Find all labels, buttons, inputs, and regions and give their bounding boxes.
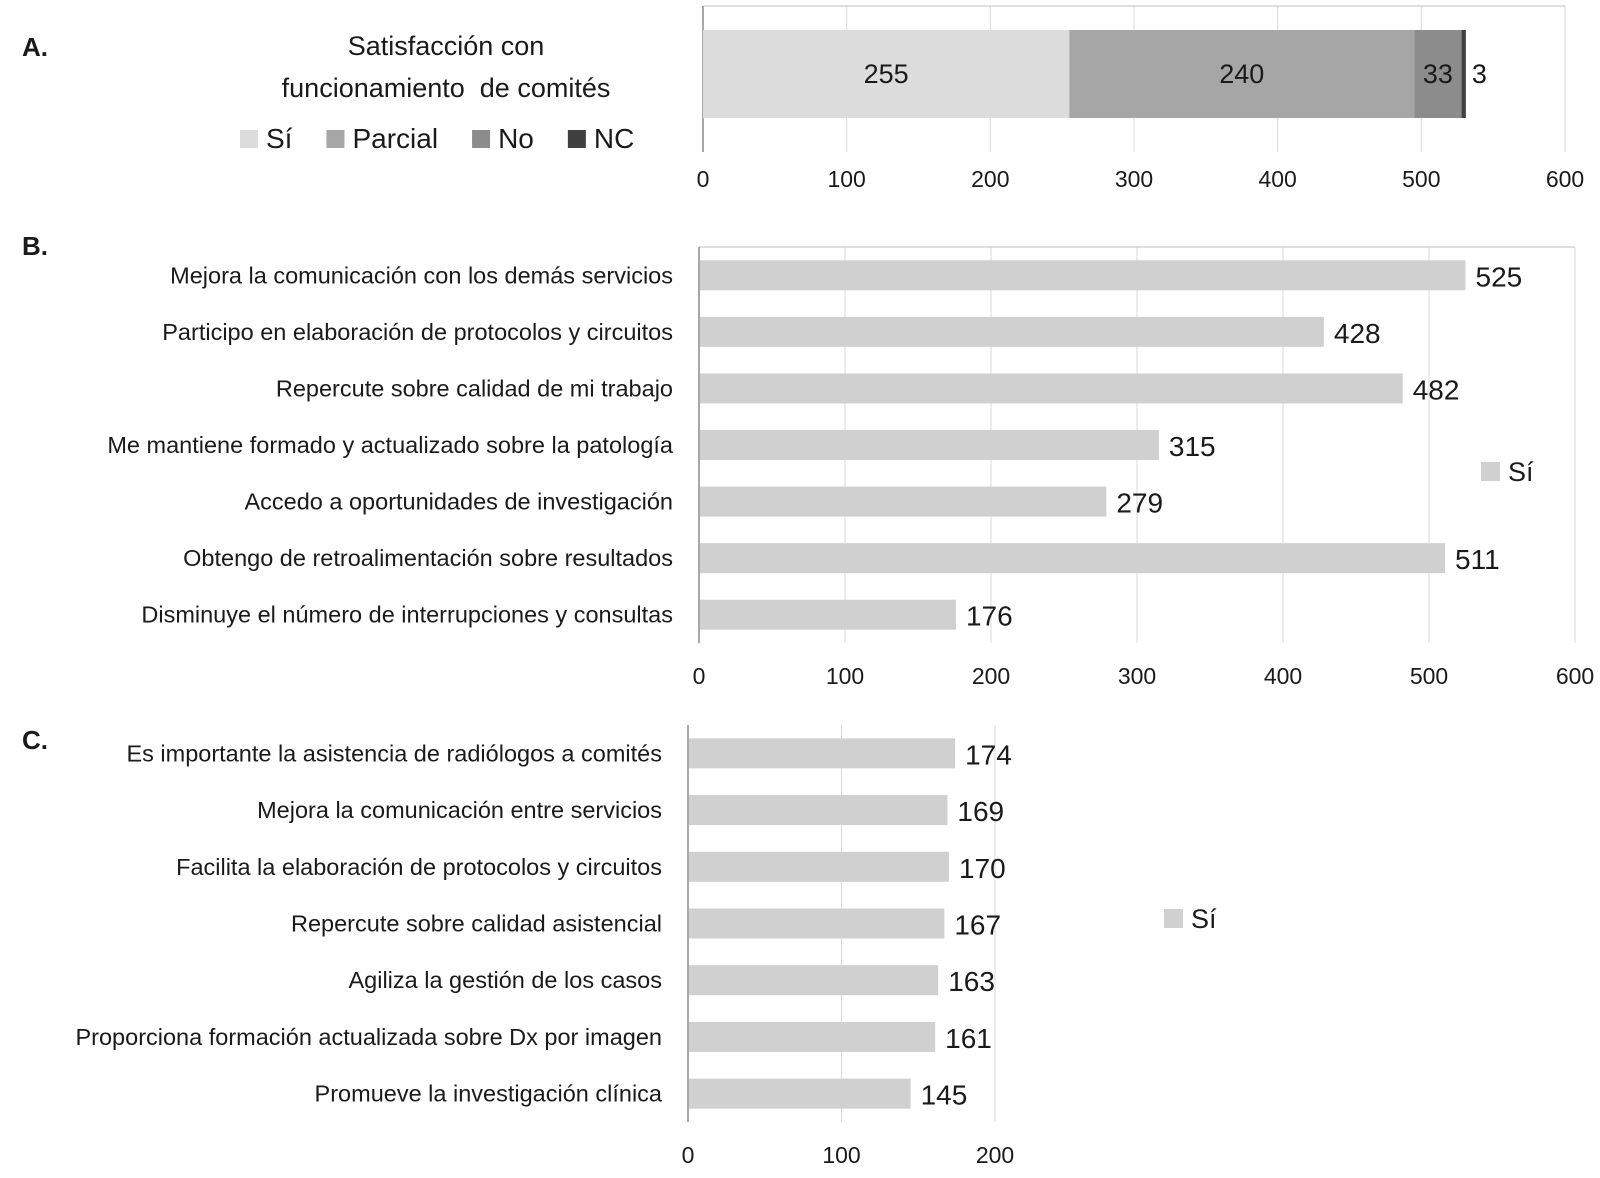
chart-a-legend-swatch [472,130,491,148]
chart-c-data-label: 174 [965,739,1012,770]
chart-a-data-label: 255 [864,59,909,89]
chart-c-bar [689,908,945,939]
chart-c-bar [689,795,948,826]
chart-c-category-label: Agiliza la gestión de los casos [348,967,662,993]
chart-a-data-label: 3 [1472,59,1487,89]
chart-c-bar [689,965,939,996]
chart-b-data-label: 511 [1455,544,1500,575]
chart-c-data-label: 167 [954,910,1001,941]
chart-c-bar [689,851,949,882]
chart-b-bar [700,543,1446,574]
chart-b-bar [700,486,1107,517]
chart-c-category-label: Repercute sobre calidad asistencial [291,911,662,937]
chart-b-bar [700,430,1159,460]
panel-label-b: B. [22,231,48,261]
chart-c-data-label: 145 [921,1080,968,1111]
chart-a-tick-label: 0 [697,166,710,192]
chart-a-title-line-2: funcionamiento de comités [282,73,611,103]
chart-c-bar [689,1021,936,1052]
chart-a-segment-4 [1461,30,1466,118]
chart-b-tick-label: 200 [972,663,1010,689]
chart-b-category-label: Me mantiene formado y actualizado sobre … [107,432,674,458]
chart-b-category-label: Disminuye el número de interrupciones y … [141,602,673,628]
chart-b-category-label: Obtengo de retroalimentación sobre resul… [183,545,673,571]
chart-a-segment-1 [703,30,1070,118]
chart-b-data-label: 428 [1334,318,1381,349]
chart-c-legend-label: Sí [1191,904,1217,934]
chart-a-tick-label: 100 [827,166,865,192]
chart-a-tick-label: 200 [971,166,1009,192]
chart-c-bar [689,738,956,769]
chart-b-legend-label: Sí [1508,457,1534,487]
chart-c-bar [689,1078,911,1109]
chart-c-category-label: Facilita la elaboración de protocolos y … [176,854,662,880]
chart-a-legend-label: Sí [266,123,293,154]
chart-c-category-label: Mejora la comunicación entre servicios [257,797,662,823]
chart-a-legend-label: Parcial [352,123,438,154]
chart-a-tick-label: 600 [1546,166,1584,192]
chart-b-data-label: 315 [1169,431,1216,462]
chart-a-segment-2 [1069,30,1415,118]
chart-a-tick-label: 500 [1402,166,1440,192]
chart-c-data-label: 161 [945,1023,992,1054]
chart-c-data-label: 163 [948,966,995,997]
chart-a-legend-swatch [567,130,586,148]
chart-b-tick-label: 500 [1410,663,1448,689]
panel-label-c: C. [22,725,48,755]
chart-b-bar [700,373,1403,404]
chart-a-legend-swatch [240,130,258,148]
chart-b-bar [700,260,1466,291]
chart-a-segment-3 [1414,30,1462,118]
chart-c-tick-label: 100 [822,1142,860,1168]
chart-b-tick-label: 400 [1264,663,1302,689]
chart-b-bar [700,599,956,630]
chart-b-tick-label: 300 [1118,663,1156,689]
chart-a-data-label: 33 [1423,59,1453,89]
chart-b-category-label: Participo en elaboración de protocolos y… [162,319,673,345]
chart-a-tick-label: 300 [1115,166,1153,192]
chart-a-tick-label: 400 [1258,166,1296,192]
chart-c: 0 100 200 174 Es importante la asistencia de… [75,725,1217,1168]
chart-b-category-label: Repercute sobre calidad de mi trabajo [276,375,673,401]
chart-c-category-label: Es importante la asistencia de radiólogo… [126,740,662,766]
chart-b-data-label: 525 [1476,261,1523,292]
chart-a-data-label: 240 [1219,59,1264,89]
chart-b-tick-label: 0 [693,663,706,689]
chart-c-tick-label: 0 [682,1142,695,1168]
panel-label-a: A. [22,32,48,62]
chart-b-tick-label: 600 [1556,663,1594,689]
chart-c-data-label: 170 [959,853,1006,884]
chart-b-category-label: Mejora la comunicación con los demás ser… [170,262,673,288]
chart-c-category-label: Proporciona formación actualizada sobre … [75,1024,662,1050]
chart-b-bar [700,316,1324,347]
chart-c-category-label: Promueve la investigación clínica [315,1081,663,1107]
chart-b-category-label: Accedo a oportunidades de investigación [244,489,673,515]
chart-b-data-label: 176 [966,601,1013,632]
chart-a-legend-label: No [498,123,534,154]
chart-b-data-label: 279 [1116,488,1163,519]
chart-b-data-label: 482 [1413,374,1460,405]
chart-a-legend-swatch [326,130,345,148]
chart-a-legend-label: NC [594,123,634,154]
chart-b-legend-swatch [1481,462,1500,481]
chart-c-legend-swatch [1164,909,1183,928]
chart-c-tick-label: 200 [976,1142,1014,1168]
chart-a-title-line-1: Satisfacción con [348,31,545,61]
chart-b: 0 100 200 300 400 500 600 525 Mejora la comunica… [107,246,1594,689]
chart-b-tick-label: 100 [826,663,864,689]
chart-c-data-label: 169 [957,796,1004,827]
